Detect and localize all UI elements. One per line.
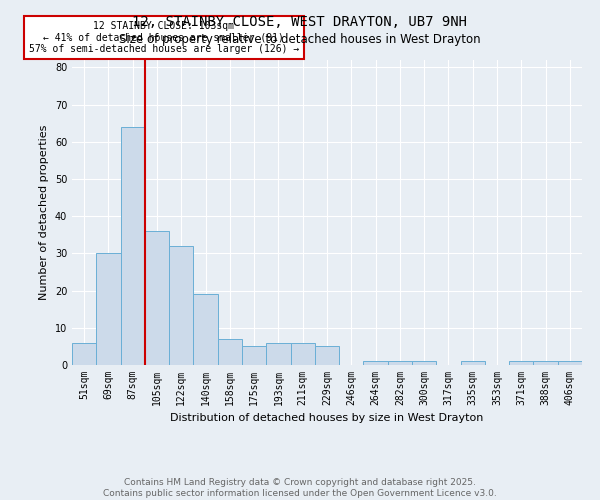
Bar [193,294,218,365]
Bar [364,362,388,365]
Bar [290,342,315,365]
Bar [121,127,145,365]
Bar [533,362,558,365]
Text: Size of property relative to detached houses in West Drayton: Size of property relative to detached ho… [119,32,481,46]
Bar [388,362,412,365]
Bar [72,342,96,365]
Bar [509,362,533,365]
Bar [315,346,339,365]
Bar [266,342,290,365]
Text: 12 STAINBY CLOSE: 103sqm
← 41% of detached houses are smaller (91)
57% of semi-d: 12 STAINBY CLOSE: 103sqm ← 41% of detach… [29,20,299,54]
Bar [558,362,582,365]
Bar [242,346,266,365]
Bar [169,246,193,365]
Bar [218,339,242,365]
Bar [145,231,169,365]
Bar [461,362,485,365]
X-axis label: Distribution of detached houses by size in West Drayton: Distribution of detached houses by size … [170,414,484,424]
Text: 12, STAINBY CLOSE, WEST DRAYTON, UB7 9NH: 12, STAINBY CLOSE, WEST DRAYTON, UB7 9NH [133,15,467,29]
Text: Contains HM Land Registry data © Crown copyright and database right 2025.
Contai: Contains HM Land Registry data © Crown c… [103,478,497,498]
Bar [96,254,121,365]
Y-axis label: Number of detached properties: Number of detached properties [39,125,49,300]
Bar [412,362,436,365]
